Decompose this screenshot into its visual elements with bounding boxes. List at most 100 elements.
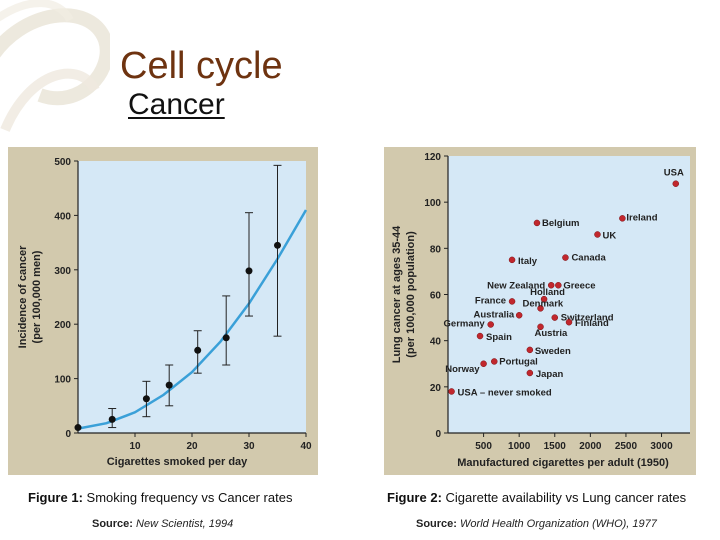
x-tick-label: 1000 — [508, 441, 531, 452]
y-axis-label-line2: (per 100,000 population) — [405, 231, 417, 358]
data-point — [165, 381, 173, 389]
point-label: New Zealand — [487, 280, 545, 291]
figure2-caption-label: Figure 2: — [387, 490, 442, 505]
point-label: Canada — [571, 253, 606, 264]
point-label: Italy — [518, 256, 538, 267]
y-tick-label: 400 — [54, 211, 71, 222]
data-point — [448, 388, 455, 395]
data-point — [508, 298, 516, 305]
x-tick-label: 3000 — [650, 441, 673, 452]
y-tick-label: 0 — [435, 429, 441, 440]
figure1-caption: Figure 1: Smoking frequency vs Cancer ra… — [28, 490, 292, 505]
point-label: France — [475, 295, 506, 306]
y-tick-label: 60 — [430, 291, 442, 302]
point-label: Spain — [486, 332, 512, 343]
y-axis-label-line2: (per 100,000 men) — [31, 250, 43, 343]
data-point — [533, 219, 541, 227]
y-tick-label: 0 — [65, 429, 71, 440]
figure1-caption-label: Figure 1: — [28, 490, 83, 505]
x-tick-label: 1500 — [544, 441, 567, 452]
point-label: Belgium — [542, 218, 579, 229]
x-axis-label: Cigarettes smoked per day — [107, 456, 248, 468]
y-tick-label: 200 — [54, 320, 71, 331]
x-tick-label: 30 — [243, 441, 255, 452]
data-point — [551, 314, 559, 321]
figure2-chart: 0 20 40 60 80 100 120 500 1000 1500 2000 2500 3000 US… — [391, 152, 690, 469]
slide-title: Cell cycle — [120, 45, 283, 87]
data-point — [547, 282, 555, 289]
x-tick-label: 500 — [475, 441, 492, 452]
data-point — [537, 323, 544, 331]
point-label: Australia — [474, 309, 515, 320]
x-tick-label: 40 — [300, 441, 312, 452]
x-tick-label: 20 — [186, 441, 198, 452]
figure2-source: Source: World Health Organization (WHO),… — [416, 518, 657, 530]
data-point — [540, 295, 548, 303]
y-tick-label: 100 — [54, 375, 71, 386]
figure2-caption: Figure 2: Cigarette availability vs Lung… — [387, 490, 686, 505]
data-point — [508, 256, 516, 264]
point-label: Denmark — [523, 298, 564, 309]
data-point — [555, 282, 562, 289]
figure1-caption-text: Smoking frequency vs Cancer rates — [86, 490, 293, 505]
plot-area — [78, 161, 306, 433]
data-point — [194, 346, 202, 354]
x-tick-label: 10 — [129, 441, 141, 452]
decorative-swirl — [0, 0, 110, 132]
point-label: Ireland — [626, 212, 657, 223]
y-axis-label-line1: Incidence of cancer — [17, 245, 29, 348]
y-tick-label: 300 — [54, 266, 71, 277]
data-point — [222, 334, 230, 342]
data-point — [476, 332, 484, 340]
data-point — [108, 415, 116, 423]
figure2-panel: 0 20 40 60 80 100 120 500 1000 1500 2000 2500 3000 US… — [384, 147, 696, 475]
figure1-panel: 0 100 200 300 400 500 10 20 30 40 Cigarettes smoke… — [8, 147, 318, 475]
y-tick-label: 100 — [424, 198, 441, 209]
data-point — [480, 360, 487, 367]
y-tick-label: 120 — [424, 152, 441, 163]
data-point — [245, 267, 253, 275]
data-point — [487, 321, 494, 328]
x-axis-label: Manufactured cigarettes per adult (1950) — [457, 457, 669, 469]
trend-curve — [77, 209, 308, 430]
figure2-source-text: World Health Organization (WHO), 1977 — [460, 518, 657, 530]
y-tick-label: 20 — [430, 383, 442, 394]
point-label: Finland — [575, 318, 609, 329]
figure1-source-label: Source: — [92, 518, 133, 530]
y-axis-label-line1: Lung cancer at ages 35-44 — [391, 225, 403, 363]
point-label: Germany — [444, 319, 486, 330]
figure1-source-text: New Scientist, 1994 — [136, 518, 234, 530]
data-point — [562, 254, 569, 261]
y-tick-label: 80 — [430, 244, 442, 255]
x-tick-label: 2000 — [579, 441, 602, 452]
point-label: Sweden — [535, 346, 571, 357]
point-label: USA – never smoked — [458, 387, 552, 398]
data-point — [565, 318, 573, 326]
data-point — [491, 358, 498, 365]
figure2-source-label: Source: — [416, 518, 457, 530]
point-label: Holland — [530, 287, 565, 298]
data-point — [274, 241, 281, 249]
point-label: Japan — [536, 369, 564, 380]
data-point — [74, 424, 82, 432]
point-label: Switzerland — [561, 313, 614, 324]
point-label: Austria — [535, 328, 568, 339]
figure1-source: Source: New Scientist, 1994 — [92, 518, 233, 530]
x-tick-label: 2500 — [615, 441, 638, 452]
point-label: UK — [602, 230, 616, 241]
point-label: Norway — [445, 364, 480, 375]
point-label: Greece — [563, 280, 595, 291]
data-point — [515, 312, 523, 319]
figure1-chart: 0 100 200 300 400 500 10 20 30 40 Cigarettes smoke… — [17, 157, 312, 468]
data-point — [672, 180, 680, 187]
data-point — [526, 369, 534, 377]
y-tick-label: 40 — [430, 337, 442, 348]
data-point — [142, 395, 150, 403]
data-point — [526, 346, 534, 354]
plot-area — [448, 156, 690, 433]
data-point — [619, 215, 626, 222]
slide-subtitle: Cancer — [128, 88, 225, 121]
point-label: Portugal — [499, 356, 538, 367]
y-tick-label: 500 — [54, 157, 71, 168]
data-point — [537, 305, 544, 312]
